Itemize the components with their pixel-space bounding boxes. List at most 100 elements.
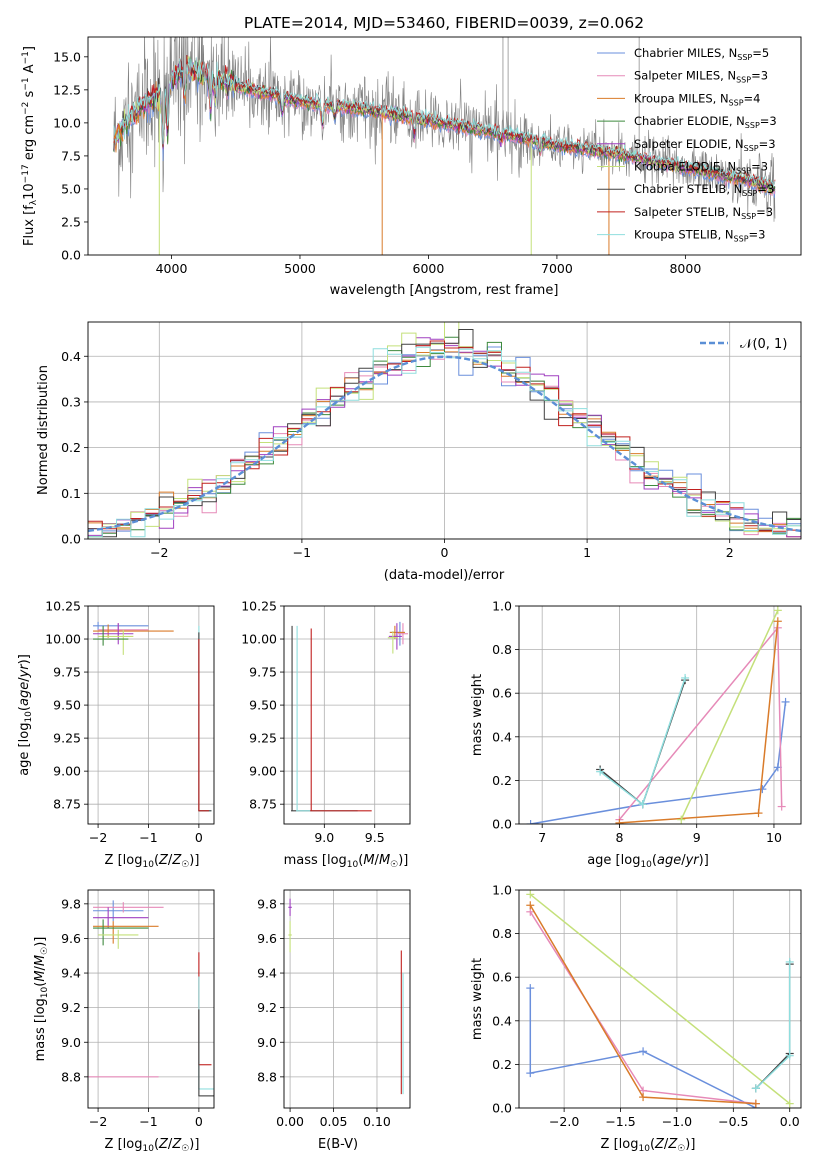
- mwz-ylabel: mass weight: [470, 958, 485, 1040]
- model-spectrum: [113, 57, 776, 188]
- x-tick-label: 9.5: [365, 830, 385, 845]
- x-tick-label: −2.0: [549, 1114, 579, 1129]
- age-mass-xlabel: mass [log10(M/M☉)]: [284, 853, 409, 870]
- hist-ylabel: Normed distribution: [36, 365, 51, 495]
- legend-label: Kroupa MILES, NSSP=4: [634, 91, 760, 107]
- age-z-xlabel: Z [log10(Z/Z☉)]: [105, 853, 200, 870]
- y-tick-label: 0.3: [61, 394, 81, 409]
- y-tick-label: 5.0: [61, 181, 81, 196]
- mass-weight-age-line: [599, 679, 686, 806]
- axes-frame: [518, 605, 802, 825]
- x-tick-label: 4000: [156, 261, 188, 276]
- y-tick-label: 9.2: [61, 1000, 81, 1015]
- x-tick-label: 5000: [284, 261, 316, 276]
- spectrum-title: PLATE=2014, MJD=53460, FIBERID=0039, z=0…: [244, 14, 644, 32]
- legend-label: Kroupa STELIB, NSSP=3: [634, 228, 765, 244]
- x-tick-label: 8000: [669, 261, 701, 276]
- y-tick-label: 0.2: [61, 440, 81, 455]
- y-tick-label: 15.0: [53, 49, 81, 64]
- x-tick-label: −2: [89, 1114, 107, 1129]
- spectrum-xlabel: wavelength [Angstrom, rest frame]: [330, 283, 559, 298]
- y-tick-label: 9.8: [61, 896, 81, 911]
- x-tick-label: 0.00: [276, 1114, 304, 1129]
- x-tick-label: −2: [89, 830, 107, 845]
- x-tick-label: −1: [139, 1114, 157, 1129]
- x-tick-label: 8: [615, 830, 623, 845]
- mwz-xlabel: Z [log10(Z/Z☉)]: [601, 1137, 696, 1154]
- y-tick-label: 0.0: [492, 817, 512, 832]
- y-tick-label: 2.5: [61, 214, 81, 229]
- y-tick-label: 0.0: [61, 532, 81, 547]
- y-tick-label: 10.00: [241, 632, 277, 647]
- y-tick-label: 10.25: [241, 599, 277, 614]
- legend-label: Chabrier ELODIE, NSSP=3: [634, 114, 777, 130]
- y-tick-label: 1.0: [492, 599, 512, 614]
- y-tick-label: 9.00: [249, 764, 277, 779]
- y-tick-label: 10.0: [53, 115, 81, 130]
- age-vs-mass-panel: 9.0 9.5 8.75 9.00 9.25 9.50 9.75 10.00 10.25: [241, 599, 411, 845]
- axes-frame: [87, 36, 802, 256]
- mass-weight-z-line: [755, 961, 791, 1089]
- hist-legend: 𝒩(0, 1): [700, 337, 787, 352]
- x-tick-label: 2: [726, 545, 734, 560]
- plot-area: [284, 890, 410, 1108]
- x-tick-label: 10: [766, 830, 782, 845]
- y-tick-label: 9.6: [257, 931, 277, 946]
- x-tick-label: 7: [538, 830, 546, 845]
- y-tick-label: 9.8: [257, 896, 277, 911]
- y-tick-label: 9.2: [257, 1000, 277, 1015]
- spectrum-panel: 4000 5000 6000 7000 8000 0.0 2.5 5.0 7.5 10.0 12.5…: [53, 36, 802, 276]
- y-tick-label: 0.8: [492, 642, 512, 657]
- y-tick-label: 9.4: [257, 966, 277, 981]
- mass-weight-age-line: [619, 621, 779, 824]
- ebv-xlabel: E(B-V): [318, 1137, 358, 1152]
- y-tick-label: 8.8: [61, 1069, 81, 1084]
- y-tick-label: 9.25: [53, 731, 81, 746]
- mass-weight-age-line: [680, 610, 779, 820]
- mwage-ylabel: mass weight: [470, 674, 485, 756]
- y-tick-label: 9.75: [53, 665, 81, 680]
- y-tick-label: 8.75: [249, 797, 277, 812]
- y-tick-label: 0.4: [492, 729, 512, 744]
- legend-label: Salpeter MILES, NSSP=3: [634, 69, 768, 85]
- y-tick-label: 9.50: [249, 698, 277, 713]
- legend-label: Kroupa ELODIE, NSSP=3: [634, 160, 768, 176]
- plot-area: [88, 606, 214, 824]
- y-tick-label: 0.4: [492, 1013, 512, 1028]
- y-tick-label: 9.00: [53, 764, 81, 779]
- spectrum-legend: Chabrier MILES, NSSP=5 Salpeter MILES, NS…: [597, 46, 777, 244]
- x-tick-label: 9: [693, 830, 701, 845]
- residual-histogram: [88, 346, 801, 538]
- y-tick-label: 10.00: [45, 632, 81, 647]
- plot-area: [88, 322, 801, 539]
- mass-weight-age-line: [530, 701, 787, 824]
- x-tick-label: 0: [441, 545, 449, 560]
- age-vs-metallicity-panel: −2 −1 0 8.75 9.00 9.25 9.50 9.75 10.00 10.25: [45, 599, 215, 845]
- axes-frame: [283, 605, 411, 825]
- mass-weight-z-line: [755, 964, 791, 1089]
- y-tick-label: 0.6: [492, 686, 512, 701]
- x-tick-label: 6000: [413, 261, 445, 276]
- x-tick-label: −0.5: [718, 1114, 748, 1129]
- axes-frame: [518, 889, 802, 1109]
- y-tick-label: 0.1: [61, 486, 81, 501]
- y-tick-label: 9.0: [257, 1035, 277, 1050]
- mass-weight-age-line: [618, 625, 783, 821]
- y-tick-label: 9.75: [249, 665, 277, 680]
- y-tick-label: 0.4: [61, 349, 81, 364]
- y-tick-label: 9.50: [53, 698, 81, 713]
- x-tick-label: 0.05: [320, 1114, 348, 1129]
- x-tick-label: 0.0: [780, 1114, 800, 1129]
- residual-histogram-panel: −2 −1 0 1 2 0.0 0.1 0.2 0.3 0.4: [61, 321, 802, 560]
- x-tick-label: 0: [195, 1114, 203, 1129]
- y-tick-label: 0.8: [492, 926, 512, 941]
- axes-frame: [87, 605, 215, 825]
- plot-area: [284, 606, 410, 824]
- mass-weight-age-line: [599, 677, 686, 806]
- x-tick-label: −1: [139, 830, 157, 845]
- age-ylabel: age [log10(age/yr)]: [17, 654, 34, 776]
- mass-vs-ebv-panel: 0.00 0.05 0.10 8.8 9.0 9.2 9.4 9.6 9.8: [257, 889, 411, 1129]
- plot-area: [519, 890, 801, 1108]
- y-tick-label: 0.0: [61, 248, 81, 263]
